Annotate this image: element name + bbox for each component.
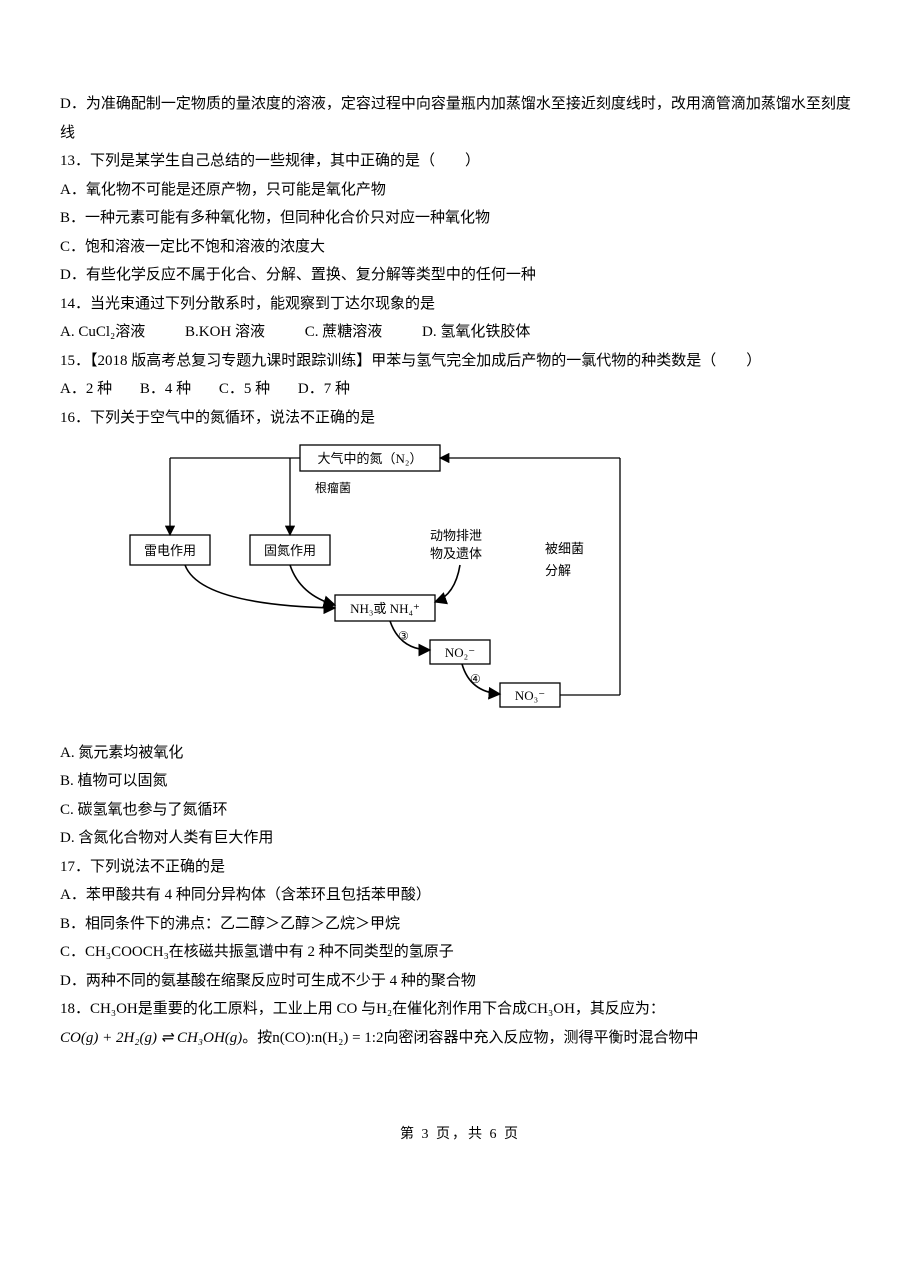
q18-eq: CO(g) + 2H₂(g) ⇌ CH₃OH(g) xyxy=(60,1030,242,1046)
q17-b: B．相同条件下的沸点：乙二醇＞乙醇＞乙烷＞甲烷 xyxy=(60,910,860,939)
q18-h2: H₂ xyxy=(376,1001,392,1017)
q18-after1: 。按 xyxy=(242,1030,272,1046)
q18-ratio: n(CO):n(H₂) = 1:2 xyxy=(272,1030,383,1046)
diagram-bact2: 分解 xyxy=(545,563,571,578)
q15-c: C．5 种 xyxy=(219,381,270,397)
q14-c: C. 蔗糖溶液 xyxy=(305,324,383,340)
q16-a: A. 氮元素均被氧化 xyxy=(60,739,860,768)
q17-d: D．两种不同的氨基酸在缩聚反应时可生成不少于 4 种的聚合物 xyxy=(60,967,860,996)
q15-options: A．2 种 B．4 种 C．5 种 D．7 种 xyxy=(60,375,860,404)
diagram-no2: NO₂⁻ xyxy=(445,645,475,660)
q17-c: C．CH₃COOCH₃在核磁共振氢谱中有 2 种不同类型的氢原子 xyxy=(60,938,860,967)
q18-part3: ，其反应为： xyxy=(575,1001,665,1017)
diagram-no3: NO₃⁻ xyxy=(515,688,545,703)
q18-line1: 18．CH₃OH是重要的化工原料，工业上用 CO 与H₂在催化剂作用下合成CH₃… xyxy=(60,995,860,1024)
q17-stem: 17．下列说法不正确的是 xyxy=(60,853,860,882)
diagram-step4: ④ xyxy=(470,672,481,686)
diagram-genliu: 根瘤菌 xyxy=(315,480,351,495)
q15-d: D．7 种 xyxy=(298,381,350,397)
q13-b: B．一种元素可能有多种氧化物，但同种化合价只对应一种氧化物 xyxy=(60,204,860,233)
diagram-leftbox: 雷电作用 xyxy=(144,543,196,558)
q13-d: D．有些化学反应不属于化合、分解、置换、复分解等类型中的任何一种 xyxy=(60,261,860,290)
q16-c: C. 碳氢氧也参与了氮循环 xyxy=(60,796,860,825)
q16-stem: 16．下列关于空气中的氮循环，说法不正确的是 xyxy=(60,404,860,433)
q18-part1: 是重要的化工原料，工业上用 CO 与 xyxy=(138,1001,376,1017)
diagram-nh: NH₃或 NH₄⁺ xyxy=(350,601,420,616)
q16-b: B. 植物可以固氮 xyxy=(60,767,860,796)
q16-d: D. 含氮化合物对人类有巨大作用 xyxy=(60,824,860,853)
q14-d: D. 氢氧化铁胶体 xyxy=(422,324,530,340)
page-footer: 第 3 页，共 6 页 xyxy=(60,1122,860,1149)
q14-b: B.KOH 溶液 xyxy=(185,324,265,340)
q14-options: A. CuCl₂溶液 B.KOH 溶液 C. 蔗糖溶液 D. 氢氧化铁胶体 xyxy=(60,318,860,347)
q18-ch3oh-1: CH₃OH xyxy=(90,1001,138,1017)
q12-option-d: D．为准确配制一定物质的量浓度的溶液，定容过程中向容量瓶内加蒸馏水至接近刻度线时… xyxy=(60,90,860,147)
q17-a: A．苯甲酸共有 4 种同分异构体（含苯环且包括苯甲酸） xyxy=(60,881,860,910)
q13-a: A．氧化物不可能是还原产物，只可能是氧化产物 xyxy=(60,176,860,205)
diagram-animal2: 物及遗体 xyxy=(430,546,482,561)
q13-c: C．饱和溶液一定比不饱和溶液的浓度大 xyxy=(60,233,860,262)
diagram-top: 大气中的氮（N₂） xyxy=(318,451,423,466)
q18-pre: 18． xyxy=(60,1001,90,1017)
q14-a: A. CuCl₂溶液 xyxy=(60,324,145,340)
q18-after2: 向密闭容器中充入反应物，测得平衡时混合物中 xyxy=(383,1030,698,1046)
q15-a: A．2 种 xyxy=(60,381,112,397)
nitrogen-cycle-diagram: 大气中的氮（N₂） 雷电作用 固氮作用 根瘤菌 动物排泄 物及遗体 被细菌 分解… xyxy=(100,440,860,731)
diagram-bact1: 被细菌 xyxy=(545,541,584,556)
q13-stem: 13．下列是某学生自己总结的一些规律，其中正确的是（ ） xyxy=(60,147,860,176)
q14-stem: 14．当光束通过下列分散系时，能观察到丁达尔现象的是 xyxy=(60,290,860,319)
q18-line2: CO(g) + 2H₂(g) ⇌ CH₃OH(g)。按n(CO):n(H₂) =… xyxy=(60,1024,860,1053)
q18-ch3oh-2: CH₃OH xyxy=(527,1001,575,1017)
q15-b: B．4 种 xyxy=(140,381,191,397)
diagram-midbox: 固氮作用 xyxy=(264,543,316,558)
diagram-animal1: 动物排泄 xyxy=(430,528,482,543)
q18-part2: 在催化剂作用下合成 xyxy=(392,1001,527,1017)
q15-stem: 15．【2018 版高考总复习专题九课时跟踪训练】甲苯与氢气完全加成后产物的一氯… xyxy=(60,347,860,376)
